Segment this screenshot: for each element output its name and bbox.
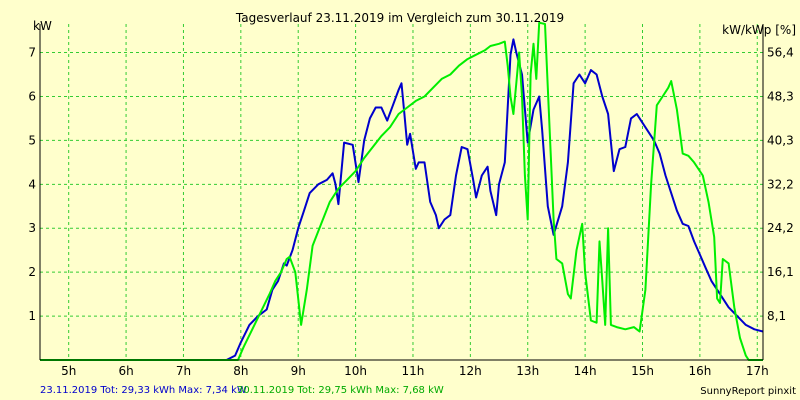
y-tick-label-left: 2 (28, 265, 36, 279)
x-tick-label: 6h (118, 364, 133, 378)
y-tick-label-left: 6 (28, 89, 36, 103)
y-axis-label-right: kW/kWp [%] (722, 23, 796, 37)
y-tick-label-right: 32,2 (767, 177, 794, 191)
x-tick-label: 15h (631, 364, 654, 378)
x-tick-label: 11h (402, 364, 425, 378)
y-tick-label-right: 24,2 (767, 221, 794, 235)
y-tick-label-left: 1 (28, 309, 36, 323)
y-axis-label-left: kW (33, 19, 52, 33)
x-tick-label: 5h (61, 364, 76, 378)
series-line (40, 21, 763, 361)
chart-title: Tagesverlauf 23.11.2019 im Vergleich zum… (235, 11, 564, 25)
y-tick-label-right: 8,1 (767, 309, 786, 323)
y-tick-label-right: 56,4 (767, 46, 794, 60)
x-tick-label: 13h (516, 364, 539, 378)
x-tick-label: 14h (574, 364, 597, 378)
footer-summary-series2: 30.11.2019 Tot: 29,75 kWh Max: 7,68 kW (237, 385, 444, 396)
x-tick-label: 10h (344, 364, 367, 378)
y-tick-label-left: 3 (28, 221, 36, 235)
footer-credit: SunnyReport pinxit (700, 386, 796, 397)
x-tick-label: 16h (688, 364, 711, 378)
y-tick-label-right: 48,3 (767, 89, 794, 103)
x-tick-label: 12h (459, 364, 482, 378)
y-tick-label-left: 5 (28, 133, 36, 147)
x-tick-label: 9h (291, 364, 306, 378)
y-tick-label-right: 16,1 (767, 265, 794, 279)
x-tick-label: 8h (233, 364, 248, 378)
plot-area (40, 24, 763, 360)
y-tick-label-left: 4 (28, 177, 36, 191)
x-tick-label: 17h (746, 364, 769, 378)
x-tick-label: 7h (176, 364, 191, 378)
footer-summary-series1: 23.11.2019 Tot: 29,33 kWh Max: 7,34 kW (40, 385, 247, 396)
y-tick-label-right: 40,3 (767, 133, 794, 147)
y-tick-label-left: 7 (28, 46, 36, 60)
